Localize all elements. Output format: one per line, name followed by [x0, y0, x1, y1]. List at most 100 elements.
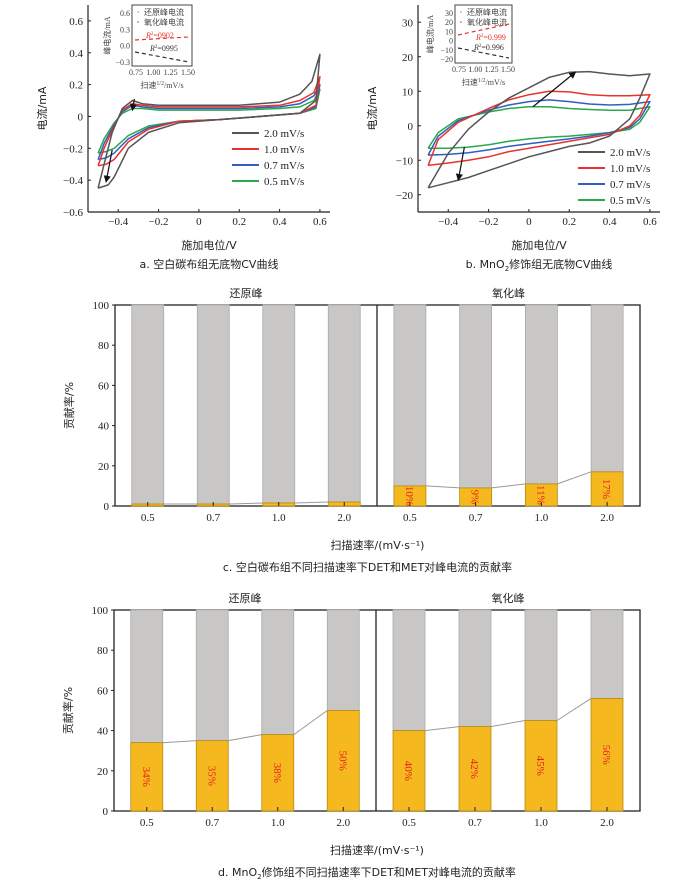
cv-series-10mVs [427, 90, 651, 167]
inset-y-tick: 0.0 [120, 42, 130, 51]
bar-value-label: 34% [140, 767, 152, 787]
x-tick-label: 2.0 [336, 817, 350, 829]
inset-legend-label: 氧化峰电流 [467, 17, 507, 27]
bar-value-label: 42% [468, 759, 480, 779]
x-tick-label: 0.7 [205, 817, 219, 829]
x-tick-label: 0.7 [468, 817, 482, 829]
trend-arrow [103, 149, 113, 183]
inset-x-tick: 0.75 [452, 65, 466, 74]
cv-series-07mVs [97, 83, 321, 161]
inset-x-tick: 1.00 [468, 65, 482, 74]
x-tick-label: −0.4 [108, 216, 128, 228]
inset-x-tick: 1.00 [146, 68, 160, 77]
figure-caption: c. 空白碳布组不同扫描速率下DET和MET对峰电流的贡献率 [223, 560, 512, 574]
y-tick-label: 80 [98, 340, 110, 352]
x-axis-label: 扫描速率/(mV·s⁻¹) [330, 843, 424, 857]
trend-connector [163, 501, 329, 505]
y-tick-label: 0 [78, 111, 84, 123]
trend-connector [162, 710, 328, 744]
bar-value-label: 38% [271, 763, 283, 783]
inset-legend-marker [137, 11, 139, 13]
y-tick-label: 60 [97, 685, 109, 697]
x-tick-label: 0 [196, 216, 202, 228]
legend-label: 1.0 mV/s [264, 144, 304, 156]
caption-prefix: d. MnO [218, 866, 257, 879]
bar-value-label: 9% [469, 490, 481, 505]
cv-series-20mVs [97, 53, 321, 189]
legend-label: 1.0 mV/s [610, 163, 650, 175]
legend-label: 0.7 mV/s [610, 179, 650, 191]
r2-value: =0.999 [483, 33, 506, 42]
plot-frame [113, 609, 641, 812]
bar-chart-c: 0 20 40 60 80 100 贡献率/% 扫描速率/(mV·s⁻¹) 还原峰 0.5 0.7 1… [62, 286, 641, 574]
inset-x-tick: 1.50 [501, 65, 515, 74]
bar-segment-met [590, 609, 624, 699]
x-tick-label: 0.7 [206, 512, 220, 524]
bar-segment-met [590, 304, 624, 473]
y-tick-label: 100 [93, 300, 110, 312]
x-axis-label: 扫描速率/(mV·s⁻¹) [331, 538, 425, 552]
inset-x-tick: 1.25 [164, 68, 178, 77]
y-tick-label: 30 [402, 17, 414, 29]
x-tick-label: 2.0 [600, 817, 614, 829]
x-tick-label: 0.5 [402, 817, 416, 829]
y-tick-label: 40 [98, 421, 110, 433]
trend-arrow [129, 98, 137, 112]
inset-legend-label: 氧化峰电流 [144, 17, 184, 27]
panel-title: 还原峰 [230, 287, 263, 300]
bar-segment-met [459, 304, 493, 489]
x-tick-label: −0.4 [438, 216, 458, 228]
bar-value-label: 11% [534, 485, 546, 505]
trend-connector [424, 697, 592, 732]
y-tick-label: 80 [97, 645, 109, 657]
figure-caption: d. MnO2修饰组不同扫描速率下DET和MET对峰电流的贡献率 [218, 865, 516, 881]
bar-segment-met [195, 609, 229, 742]
inset-r2-label: R2=0902 [145, 31, 174, 40]
bar-segment-met [130, 609, 164, 744]
trend-connector [425, 471, 592, 489]
r2-symbol: R [145, 31, 151, 40]
y-tick-label: 20 [402, 52, 414, 64]
r2-symbol: R [473, 43, 479, 52]
x-tick-label: −0.2 [479, 216, 499, 228]
legend-label: 2.0 mV/s [610, 147, 650, 159]
bar-segment-met [327, 304, 361, 503]
y-tick-label: 20 [98, 461, 110, 473]
inset-r2-label: R2=0.999 [475, 33, 506, 42]
x-tick-label: 1.0 [271, 817, 285, 829]
y-tick-label: 0.6 [69, 16, 83, 28]
bar-segment-det [261, 734, 295, 812]
y-tick-label: 0 [103, 806, 109, 818]
bar-segment-met [524, 304, 558, 485]
y-tick-label: −0.4 [63, 175, 83, 187]
bar-value-label: 50% [336, 751, 348, 771]
legend: 2.0 mV/s 1.0 mV/s 0.7 mV/s 0.5 mV/s [578, 147, 650, 207]
x-tick-label: 0.2 [232, 216, 246, 228]
cv-series-07mVs [427, 99, 651, 156]
inset-legend-marker [460, 21, 462, 23]
bar-segment-met [196, 304, 230, 505]
x-axis-label: 施加电位/V [511, 238, 567, 252]
inset-y-tick: −10 [440, 46, 453, 55]
r2-exponent: 2 [155, 45, 158, 50]
bar-segment-det [130, 742, 164, 812]
x-tick-label: 0.4 [273, 216, 287, 228]
y-tick-label: −0.2 [63, 143, 83, 155]
panel-reduction: 还原峰 0.5 0.7 1.0 2.0 [131, 287, 361, 524]
bar-segment-det [458, 726, 492, 812]
r2-exponent: 2 [479, 44, 482, 49]
inset-y-tick: 30 [445, 9, 453, 18]
trend-arrow [455, 147, 465, 182]
bar-segment-met [131, 304, 165, 505]
y-axis-label: 电流/mA [365, 86, 379, 130]
inset-x-label-tail: /mV/s [486, 78, 506, 87]
r2-symbol: R [149, 44, 155, 53]
y-tick-label: 0 [408, 121, 414, 133]
y-tick-label: 0 [104, 501, 110, 513]
x-tick-label: 1.0 [534, 817, 548, 829]
inset-y-tick: −20 [440, 55, 453, 64]
bar-value-label: 40% [402, 761, 414, 781]
panel-oxidation: 氧化峰 0.5 10% 0.7 9% 1.0 11% 2.0 17% [393, 286, 624, 524]
